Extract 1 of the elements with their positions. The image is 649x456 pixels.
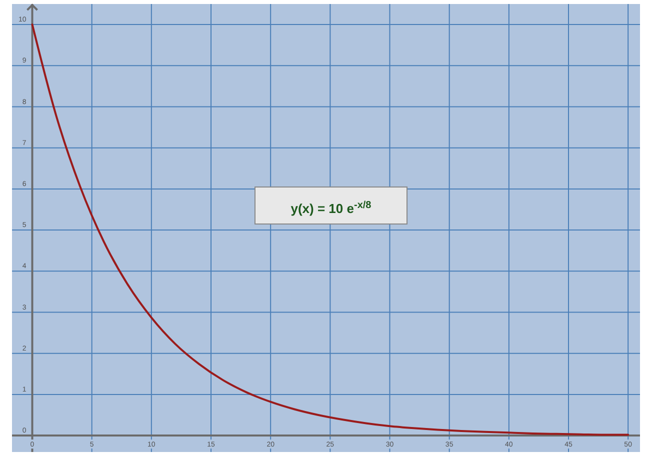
annotation: y(x) = 10 e$^{-x/8}$ (290, 200, 372, 216)
